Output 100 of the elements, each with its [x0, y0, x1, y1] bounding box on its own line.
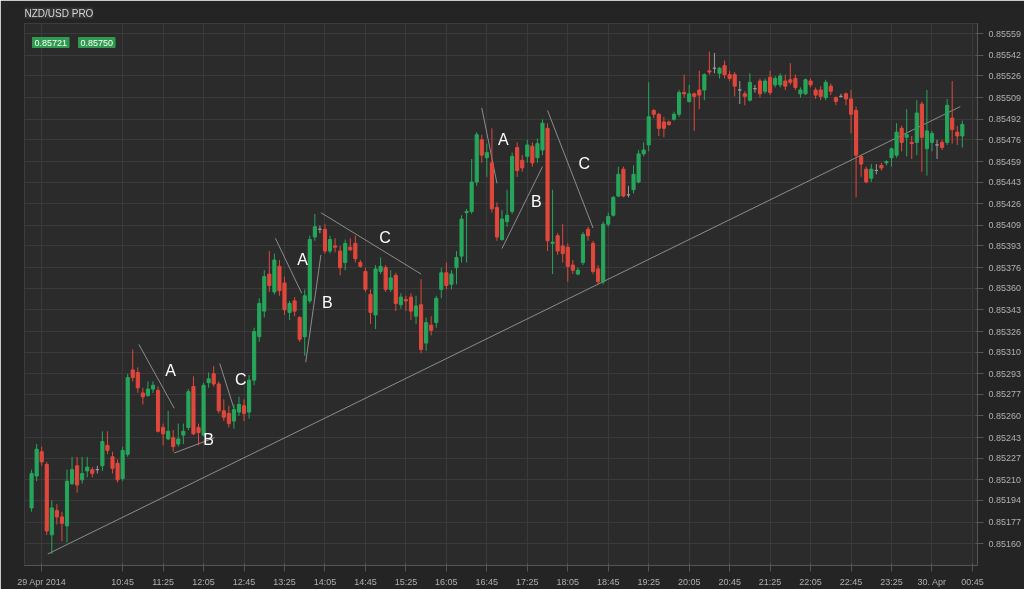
candlestick — [413, 295, 419, 325]
y-tick-label: 0.85426 — [988, 198, 1022, 209]
candlestick — [368, 288, 373, 325]
y-tick-label: 0.85277 — [988, 389, 1022, 400]
y-tick-label: 0.85177 — [988, 517, 1022, 528]
candlestick — [530, 141, 535, 168]
candlestick — [479, 134, 484, 164]
candlestick — [747, 72, 752, 102]
y-tick-label: 0.85459 — [988, 156, 1022, 167]
candlestick — [444, 262, 449, 290]
candlestick — [388, 269, 393, 293]
annotation: A — [165, 361, 177, 379]
candlestick — [768, 70, 773, 96]
candlestick — [363, 267, 368, 293]
candlestick — [150, 380, 156, 394]
x-tick-label: 19:25 — [637, 576, 660, 587]
y-tick-label: 0.85326 — [988, 326, 1022, 337]
annotation: B — [530, 193, 542, 211]
x-tick-label: 29 Apr 2014 — [17, 576, 66, 587]
candlestick — [499, 209, 505, 242]
candlestick — [702, 72, 707, 101]
candlestick — [241, 398, 247, 422]
x-tick-label: 18:45 — [596, 576, 620, 587]
candlestick — [171, 429, 176, 453]
candlestick — [226, 405, 231, 428]
x-tick-label: 21:25 — [758, 576, 782, 587]
x-tick-label: 12:45 — [232, 576, 256, 587]
candlestick — [292, 296, 297, 317]
x-tick-label: 30. Apr — [917, 576, 946, 587]
candlestick — [515, 141, 520, 178]
candlestick — [105, 430, 110, 455]
candlestick — [682, 74, 687, 99]
candlestick — [929, 130, 935, 152]
candlestick — [823, 79, 828, 101]
candlestick — [909, 135, 914, 160]
candlestick — [904, 108, 909, 157]
candlestick — [181, 423, 186, 445]
candlestick — [707, 51, 712, 76]
candlestick — [166, 410, 171, 441]
y-tick-label: 0.85542 — [988, 50, 1022, 61]
candlestick — [135, 366, 140, 394]
candlestick — [454, 250, 459, 285]
candlestick — [484, 143, 489, 178]
candlestick — [75, 456, 80, 494]
candlestick — [934, 139, 940, 160]
annotation: C — [578, 154, 591, 172]
candlestick — [950, 80, 955, 145]
candlestick — [525, 139, 530, 164]
annotation: B — [322, 294, 333, 312]
chart-title: NZD/USD PRO — [24, 7, 94, 19]
candlestick — [383, 264, 388, 293]
candlestick — [859, 154, 864, 178]
candlestick — [429, 315, 434, 336]
y-tick-label: 0.85476 — [988, 134, 1022, 145]
y-tick-label: 0.85376 — [988, 262, 1022, 273]
annotation: C — [379, 228, 391, 246]
x-tick-label: 12:05 — [192, 576, 215, 587]
candlestick — [408, 292, 414, 321]
candlestick — [424, 317, 429, 352]
x-tick-label: 16:45 — [475, 576, 499, 587]
x-tick-label: 13:25 — [273, 576, 296, 587]
candlestick — [955, 125, 960, 146]
x-tick-label: 10:45 — [111, 576, 134, 587]
candlestick — [140, 387, 145, 405]
candlestick — [39, 446, 44, 467]
y-tick-label: 0.85526 — [988, 70, 1022, 81]
candlestick — [85, 456, 90, 478]
annotation: B — [203, 430, 214, 448]
y-tick-label: 0.85393 — [988, 240, 1022, 251]
annotation: A — [297, 251, 309, 269]
candlestick — [676, 89, 682, 118]
x-tick-label: 15:25 — [394, 576, 418, 587]
x-tick-label: 11:25 — [152, 576, 175, 587]
candlestick — [267, 250, 272, 293]
y-tick-label: 0.85210 — [988, 474, 1022, 485]
x-tick-label: 00:45 — [961, 576, 984, 587]
candlestick — [611, 195, 616, 218]
y-tick-label: 0.85194 — [988, 495, 1022, 506]
candlestick — [449, 269, 454, 290]
candlestick — [59, 511, 64, 542]
y-tick-label: 0.85409 — [988, 220, 1022, 231]
y-tick-label: 0.85360 — [988, 283, 1022, 294]
candlestick — [338, 245, 343, 276]
y-tick-label: 0.85492 — [988, 114, 1022, 125]
y-tick-label: 0.85293 — [988, 368, 1022, 379]
candlestick — [287, 300, 292, 321]
annotation: C — [235, 371, 247, 389]
candlestick — [757, 77, 763, 99]
y-tick-label: 0.85260 — [988, 410, 1022, 421]
y-tick-label: 0.85343 — [988, 304, 1022, 315]
x-tick-label: 14:45 — [354, 576, 377, 587]
candlestick — [297, 315, 302, 343]
candlestick — [176, 423, 181, 448]
x-tick-label: 23:25 — [880, 576, 903, 587]
x-tick-label: 16:05 — [435, 576, 458, 587]
annotation: 0.85750 — [80, 37, 114, 48]
candlestick — [550, 189, 555, 275]
x-tick-label: 14:05 — [313, 576, 337, 587]
candlestick — [616, 166, 621, 198]
candlestick — [439, 267, 444, 299]
